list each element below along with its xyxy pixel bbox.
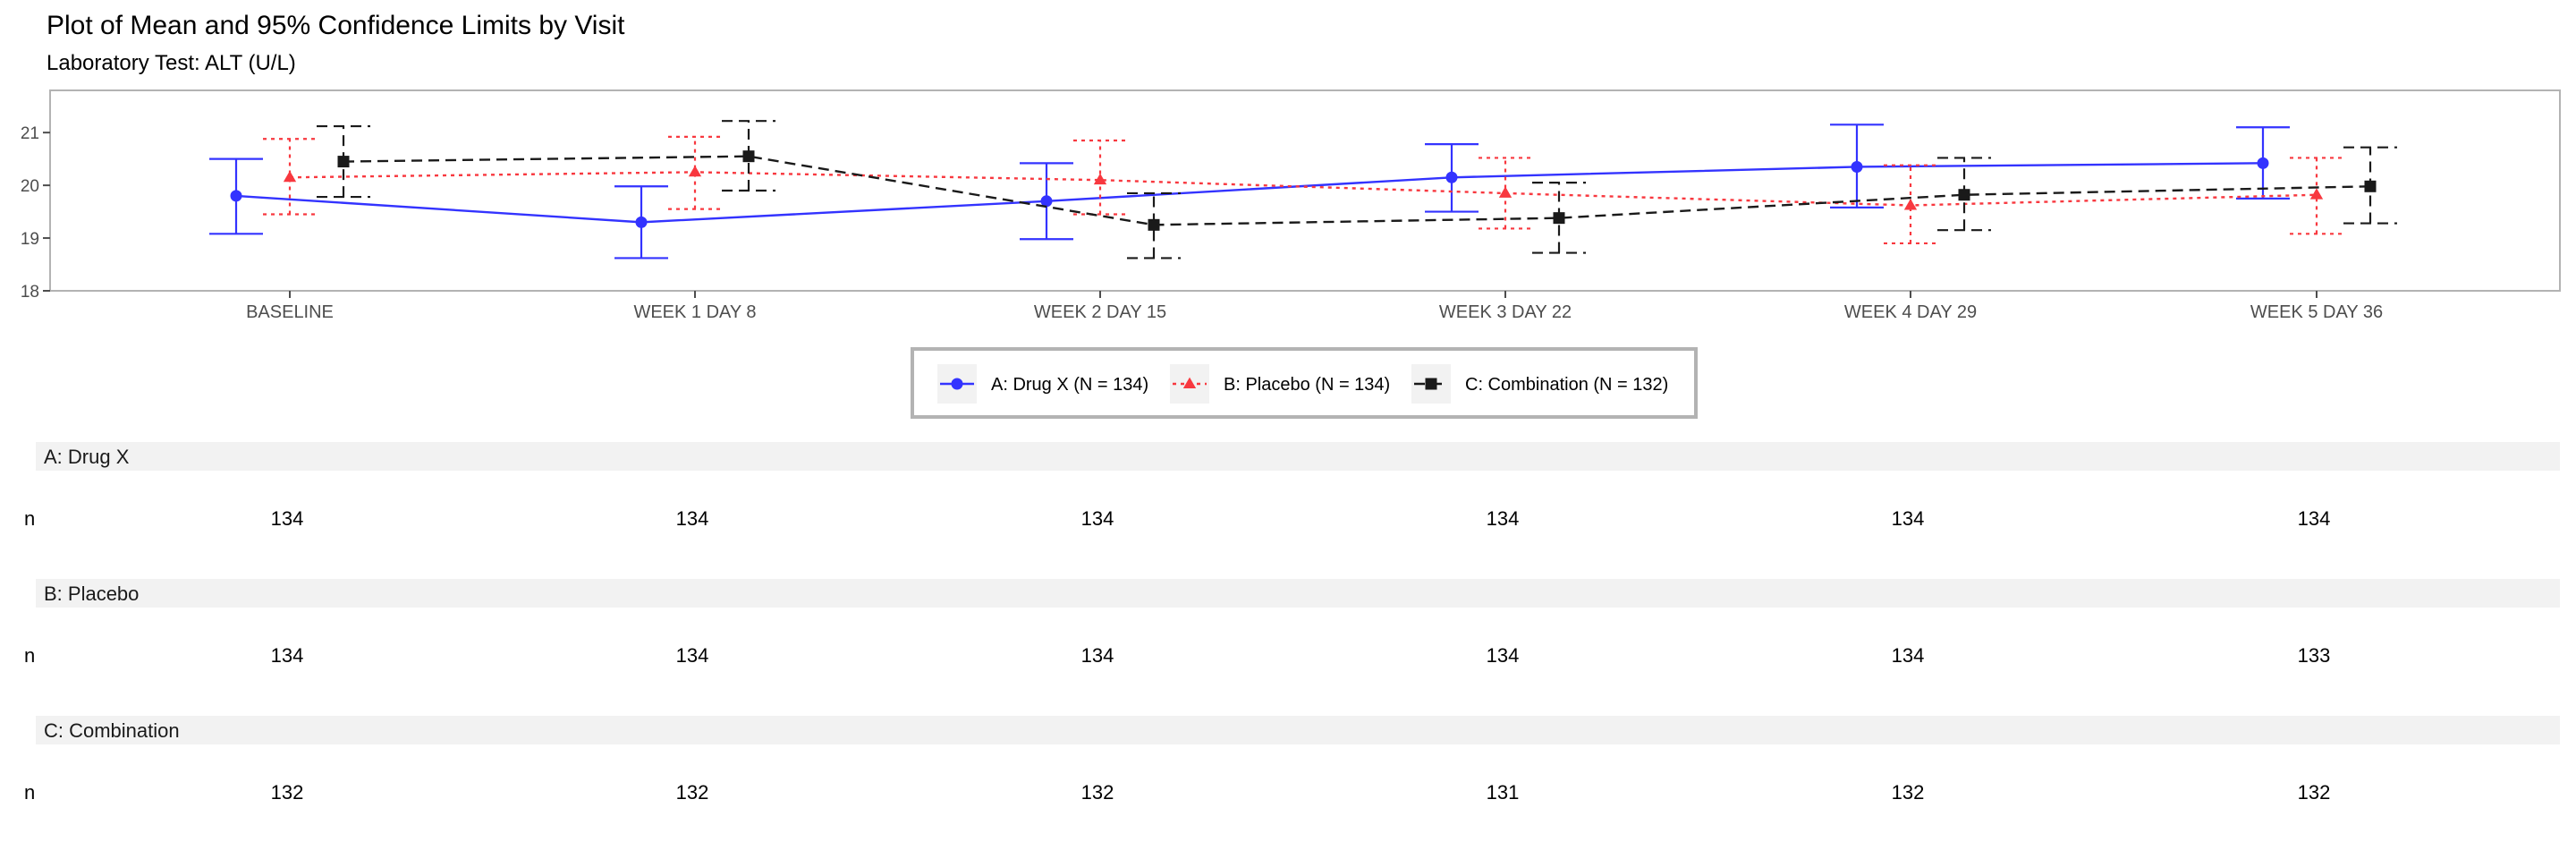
point-triangle	[1182, 377, 1197, 388]
x-tick-label: WEEK 5 DAY 36	[2250, 302, 2383, 322]
table-cell: 134	[1487, 507, 1520, 530]
table-strip-label: A: Drug X	[44, 446, 130, 468]
point-triangle	[688, 165, 702, 177]
table-cell: 132	[676, 781, 709, 804]
point-circle	[951, 378, 963, 390]
table-strip	[36, 579, 2560, 608]
table-cell: 134	[676, 644, 709, 667]
table-row-label: n	[24, 644, 35, 667]
legend-label: A: Drug X (N = 134)	[991, 375, 1148, 395]
table-cell: 134	[1487, 644, 1520, 667]
point-triangle	[1903, 199, 1918, 210]
table-cell: 134	[2298, 507, 2331, 530]
table-cell: 134	[1892, 507, 1925, 530]
point-square	[1148, 218, 1160, 231]
chart-title: Plot of Mean and 95% Confidence Limits b…	[47, 11, 625, 40]
table-row-label: n	[24, 781, 35, 804]
point-circle	[1040, 195, 1053, 208]
legend-label: C: Combination (N = 132)	[1465, 375, 1668, 395]
point-triangle	[1093, 173, 1107, 185]
x-axis: BASELINE WEEK 1 DAY 8 WEEK 2 DAY 15 WEEK 3 …	[246, 291, 2383, 322]
table-cell: 132	[1081, 781, 1114, 804]
table-cell: 132	[2298, 781, 2331, 804]
y-tick-label: 21	[21, 124, 39, 143]
point-circle	[2257, 157, 2269, 169]
point-square	[1958, 189, 1970, 201]
x-tick-label: WEEK 4 DAY 29	[1844, 302, 1977, 322]
table-cell: 134	[1892, 644, 1925, 667]
x-tick-label: WEEK 1 DAY 8	[633, 302, 756, 322]
chart-subtitle: Laboratory Test: ALT (U/L)	[47, 51, 296, 75]
x-tick-label: WEEK 2 DAY 15	[1034, 302, 1166, 322]
point-triangle	[1498, 186, 1513, 198]
point-square	[1553, 212, 1565, 225]
table-strip	[36, 716, 2560, 744]
table-strip	[36, 442, 2560, 471]
table-cell: 132	[1892, 781, 1925, 804]
legend-label: B: Placebo (N = 134)	[1224, 375, 1390, 395]
y-tick-label: 19	[21, 230, 39, 249]
point-square	[1425, 378, 1437, 390]
x-tick-label: WEEK 3 DAY 22	[1439, 302, 1572, 322]
point-square	[742, 150, 755, 163]
point-square	[2364, 180, 2377, 192]
x-tick-label: BASELINE	[246, 302, 334, 322]
legend-box	[911, 347, 1698, 419]
point-circle	[1851, 160, 1863, 173]
point-circle	[635, 216, 648, 228]
table-cell: 133	[2298, 644, 2331, 667]
y-axis: 18 19 20 21	[21, 124, 50, 302]
table-cell: 132	[271, 781, 304, 804]
table-cell: 134	[271, 644, 304, 667]
series-group	[263, 135, 2343, 245]
table-cell: 134	[676, 507, 709, 530]
table-row-label: n	[24, 507, 35, 530]
y-tick-label: 20	[21, 177, 39, 196]
point-triangle	[283, 170, 297, 183]
table-strip-label: C: Combination	[44, 719, 180, 742]
y-tick-label: 18	[21, 283, 39, 302]
point-square	[337, 156, 350, 168]
n-table: A: Drug X n 134 134 134 134 134 134 B: Placebo n 1…	[24, 442, 2560, 804]
table-cell: 134	[1081, 644, 1114, 667]
plot-panel	[49, 89, 2561, 292]
point-triangle	[2309, 188, 2324, 200]
table-cell: 134	[271, 507, 304, 530]
legend: A: Drug X (N = 134) B: Placebo (N = 134) C…	[911, 347, 1698, 419]
series-layer	[209, 120, 2397, 259]
point-circle	[1445, 171, 1458, 183]
series-group	[317, 120, 2397, 259]
table-strip-label: B: Placebo	[44, 583, 139, 605]
table-cell: 134	[1081, 507, 1114, 530]
point-circle	[230, 190, 242, 202]
table-cell: 131	[1487, 781, 1520, 804]
